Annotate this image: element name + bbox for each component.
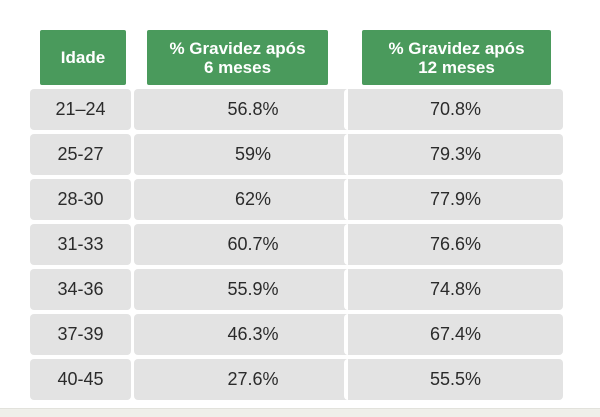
six-month-cell: 62% xyxy=(134,179,372,220)
age-cell: 37-39 xyxy=(30,314,131,355)
footer-strip xyxy=(0,408,600,417)
twelve-month-cell: 67.4% xyxy=(344,314,563,355)
table-row: 21–24 56.8% 70.8% xyxy=(30,89,563,130)
table-row: 28-30 62% 77.9% xyxy=(30,179,563,220)
twelve-month-cell: 79.3% xyxy=(344,134,563,175)
six-month-cell: 60.7% xyxy=(134,224,372,265)
twelve-month-cell: 55.5% xyxy=(344,359,563,400)
age-cell: 28-30 xyxy=(30,179,131,220)
age-cell: 34-36 xyxy=(30,269,131,310)
header-six-months: % Gravidez após 6 meses xyxy=(147,30,328,85)
header-twelve-months: % Gravidez após 12 meses xyxy=(362,30,551,85)
twelve-month-cell: 74.8% xyxy=(344,269,563,310)
table-row: 40-45 27.6% 55.5% xyxy=(30,359,563,400)
table-row: 31-33 60.7% 76.6% xyxy=(30,224,563,265)
six-month-cell: 46.3% xyxy=(134,314,372,355)
twelve-month-cell: 76.6% xyxy=(344,224,563,265)
header-age: Idade xyxy=(40,30,126,85)
six-month-cell: 56.8% xyxy=(134,89,372,130)
age-cell: 31-33 xyxy=(30,224,131,265)
age-cell: 21–24 xyxy=(30,89,131,130)
table-row: 25-27 59% 79.3% xyxy=(30,134,563,175)
table-row: 34-36 55.9% 74.8% xyxy=(30,269,563,310)
six-month-cell: 27.6% xyxy=(134,359,372,400)
six-month-cell: 55.9% xyxy=(134,269,372,310)
header-age-label: Idade xyxy=(60,48,106,67)
age-cell: 40-45 xyxy=(30,359,131,400)
table-row: 37-39 46.3% 67.4% xyxy=(30,314,563,355)
age-cell: 25-27 xyxy=(30,134,131,175)
header-six-months-label: % Gravidez após 6 meses xyxy=(169,38,306,77)
twelve-month-cell: 77.9% xyxy=(344,179,563,220)
six-month-cell: 59% xyxy=(134,134,372,175)
header-twelve-months-label: % Gravidez após 12 meses xyxy=(388,38,525,77)
table-body: 21–24 56.8% 70.8% 25-27 59% 79.3% 28-30 … xyxy=(30,89,563,404)
twelve-month-cell: 70.8% xyxy=(344,89,563,130)
